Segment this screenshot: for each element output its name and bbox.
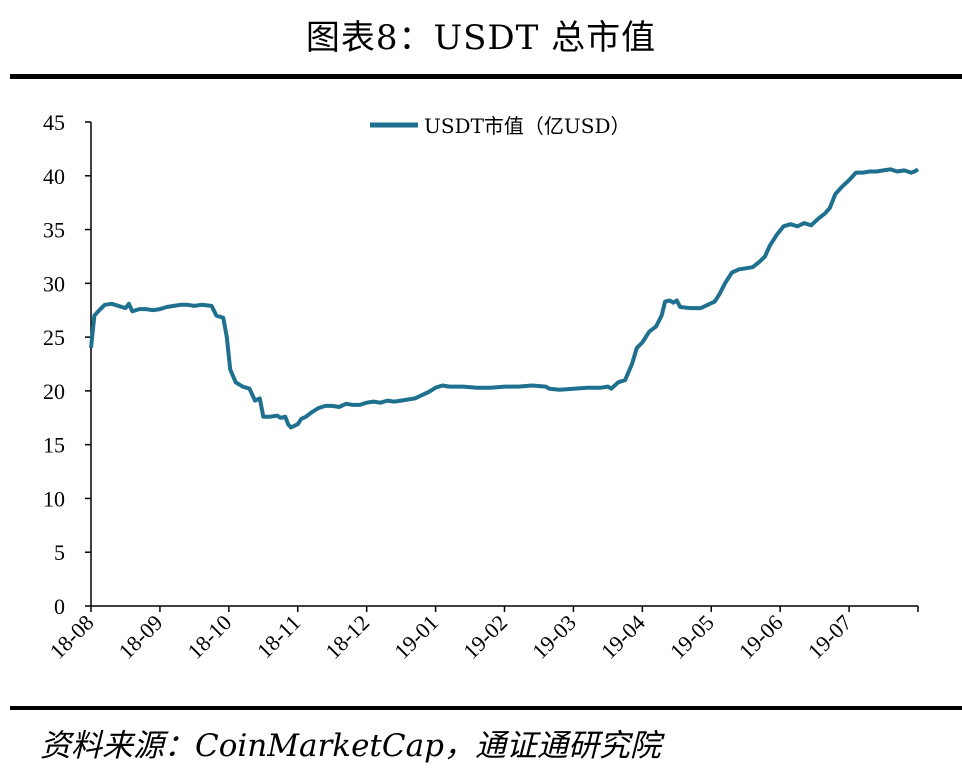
y-tick-label: 10 xyxy=(43,486,65,511)
x-tick-label: 19-01 xyxy=(389,610,443,664)
y-tick-label: 20 xyxy=(43,379,65,404)
y-tick-label: 25 xyxy=(43,325,65,350)
y-tick-label: 15 xyxy=(43,433,65,458)
x-tick-label: 18-12 xyxy=(320,610,374,664)
series-layer xyxy=(89,167,920,430)
y-tick-label: 35 xyxy=(43,218,65,243)
top-rule xyxy=(10,74,962,79)
x-tick-label: 19-03 xyxy=(527,610,581,664)
x-tick-label: 18-11 xyxy=(252,610,305,663)
y-tick-label: 45 xyxy=(43,110,65,135)
x-tick-label: 19-06 xyxy=(734,610,788,664)
x-tick-label: 18-09 xyxy=(113,610,167,664)
x-tick-label: 18-08 xyxy=(45,610,99,664)
bottom-rule xyxy=(10,706,962,710)
usdt-market-cap-chart: 0 5 10 15 20 25 30 35 40 45 18-08 18-09 18-10 18-11 18… xyxy=(43,110,920,664)
series-line-usdt xyxy=(89,167,920,430)
legend-label: USDT市值（亿USD） xyxy=(424,114,631,138)
x-tick-label: 19-02 xyxy=(458,610,512,664)
x-tick-label: 19-07 xyxy=(803,610,857,664)
chart-title: 图表8：USDT 总市值 xyxy=(305,18,657,58)
x-tick-label: 19-05 xyxy=(665,610,719,664)
y-tick-label: 5 xyxy=(54,540,65,565)
y-tick-label: 30 xyxy=(43,271,65,296)
source-note: 资料来源：CoinMarketCap，通证通研究院 xyxy=(40,728,661,764)
x-tick-label: 19-04 xyxy=(596,610,650,664)
y-tick-label: 0 xyxy=(54,594,65,619)
y-tick-label: 40 xyxy=(43,164,65,189)
legend: USDT市值（亿USD） xyxy=(370,114,631,138)
x-tick-label: 18-10 xyxy=(182,610,236,664)
